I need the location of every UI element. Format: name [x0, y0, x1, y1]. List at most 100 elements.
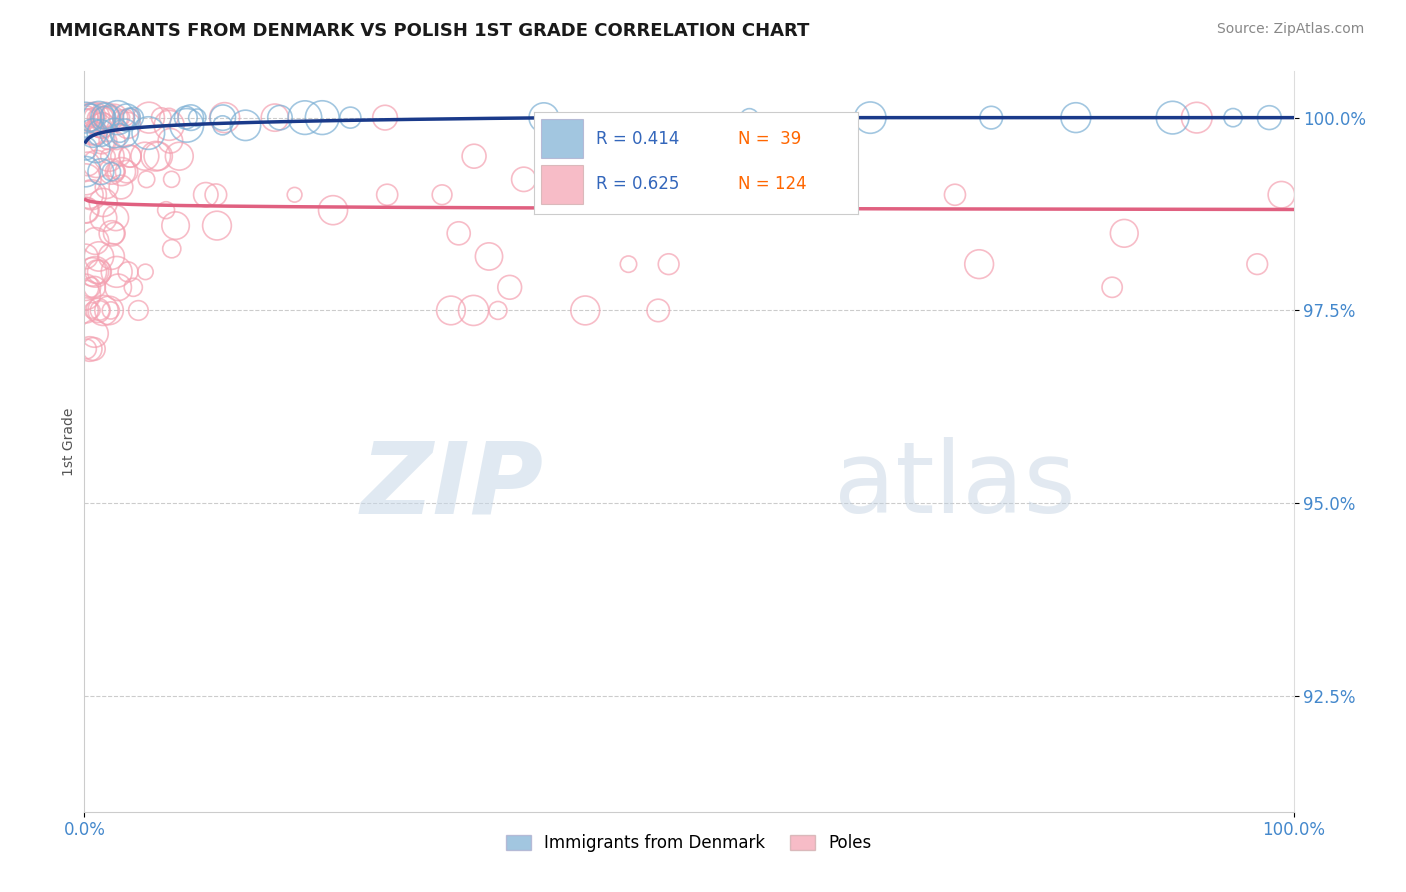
Point: [486, 303, 509, 318]
Point: [80, 111, 103, 125]
Point: [83, 342, 105, 356]
Point: [107, 111, 129, 125]
Text: ZIP: ZIP: [361, 437, 544, 534]
Point: [263, 111, 285, 125]
Point: [499, 280, 522, 294]
Bar: [541, 119, 582, 158]
Point: [90, 164, 112, 178]
Point: [1064, 111, 1087, 125]
Point: [159, 134, 181, 148]
Point: [79, 111, 101, 125]
Point: [79, 280, 101, 294]
Point: [980, 111, 1002, 125]
Point: [83, 111, 105, 125]
Point: [79, 111, 101, 125]
Point: [1258, 111, 1281, 125]
Point: [100, 303, 122, 318]
Point: [75, 111, 97, 125]
Point: [1246, 257, 1268, 271]
Point: [111, 111, 134, 125]
Point: [89, 265, 111, 279]
Point: [211, 111, 233, 125]
Point: [430, 187, 453, 202]
Point: [89, 119, 111, 133]
Point: [103, 227, 125, 241]
Point: [87, 303, 110, 318]
Point: [169, 149, 191, 163]
Point: [82, 303, 104, 318]
Point: [513, 172, 536, 186]
Point: [235, 119, 257, 133]
Point: [157, 111, 180, 125]
Point: [1114, 227, 1136, 241]
Point: [117, 265, 139, 279]
Text: IMMIGRANTS FROM DENMARK VS POLISH 1ST GRADE CORRELATION CHART: IMMIGRANTS FROM DENMARK VS POLISH 1ST GR…: [49, 22, 810, 40]
Point: [138, 111, 160, 125]
Point: [1270, 187, 1292, 202]
Point: [463, 149, 485, 163]
Point: [211, 119, 233, 133]
Point: [115, 164, 138, 178]
Point: [134, 149, 156, 163]
Point: [176, 119, 198, 133]
Point: [75, 141, 97, 155]
Point: [322, 203, 344, 218]
Point: [447, 227, 470, 241]
Point: [75, 249, 97, 263]
Point: [1185, 111, 1208, 125]
Point: [97, 134, 120, 148]
Point: [105, 265, 128, 279]
Point: [96, 180, 118, 194]
Point: [574, 303, 596, 318]
Point: [75, 342, 97, 356]
Point: [120, 111, 142, 125]
Point: [75, 280, 97, 294]
Point: [75, 164, 97, 178]
Point: [93, 111, 115, 125]
Point: [118, 111, 141, 125]
Point: [90, 134, 112, 148]
Point: [311, 111, 333, 125]
Point: [87, 111, 110, 125]
Point: [738, 187, 761, 202]
Point: [214, 111, 236, 125]
Point: [194, 187, 217, 202]
Point: [174, 111, 197, 125]
Point: [269, 111, 291, 125]
Point: [100, 249, 122, 263]
Point: [463, 303, 485, 318]
Point: [91, 303, 114, 318]
Point: [967, 257, 990, 271]
Point: [108, 126, 131, 140]
Point: [91, 111, 114, 125]
Point: [1161, 111, 1184, 125]
Point: [82, 126, 104, 140]
Point: [82, 126, 104, 140]
Point: [82, 265, 104, 279]
Point: [160, 242, 183, 256]
Point: [110, 164, 132, 178]
Point: [859, 111, 882, 125]
Point: [94, 111, 117, 125]
Point: [284, 187, 307, 202]
Point: [100, 164, 122, 178]
Point: [91, 195, 114, 210]
Point: [823, 187, 845, 202]
Point: [165, 219, 187, 233]
Point: [90, 119, 112, 133]
Point: [118, 149, 141, 163]
Point: [150, 111, 173, 125]
Point: [94, 111, 117, 125]
Point: [97, 149, 120, 163]
Point: [110, 149, 132, 163]
Point: [104, 164, 127, 178]
Point: [294, 111, 316, 125]
Point: [84, 126, 107, 140]
Point: [115, 111, 138, 125]
Text: atlas: atlas: [834, 437, 1076, 534]
Point: [97, 149, 120, 163]
Text: R = 0.414: R = 0.414: [596, 129, 679, 148]
Point: [155, 203, 177, 218]
Point: [77, 157, 100, 171]
Point: [148, 149, 170, 163]
